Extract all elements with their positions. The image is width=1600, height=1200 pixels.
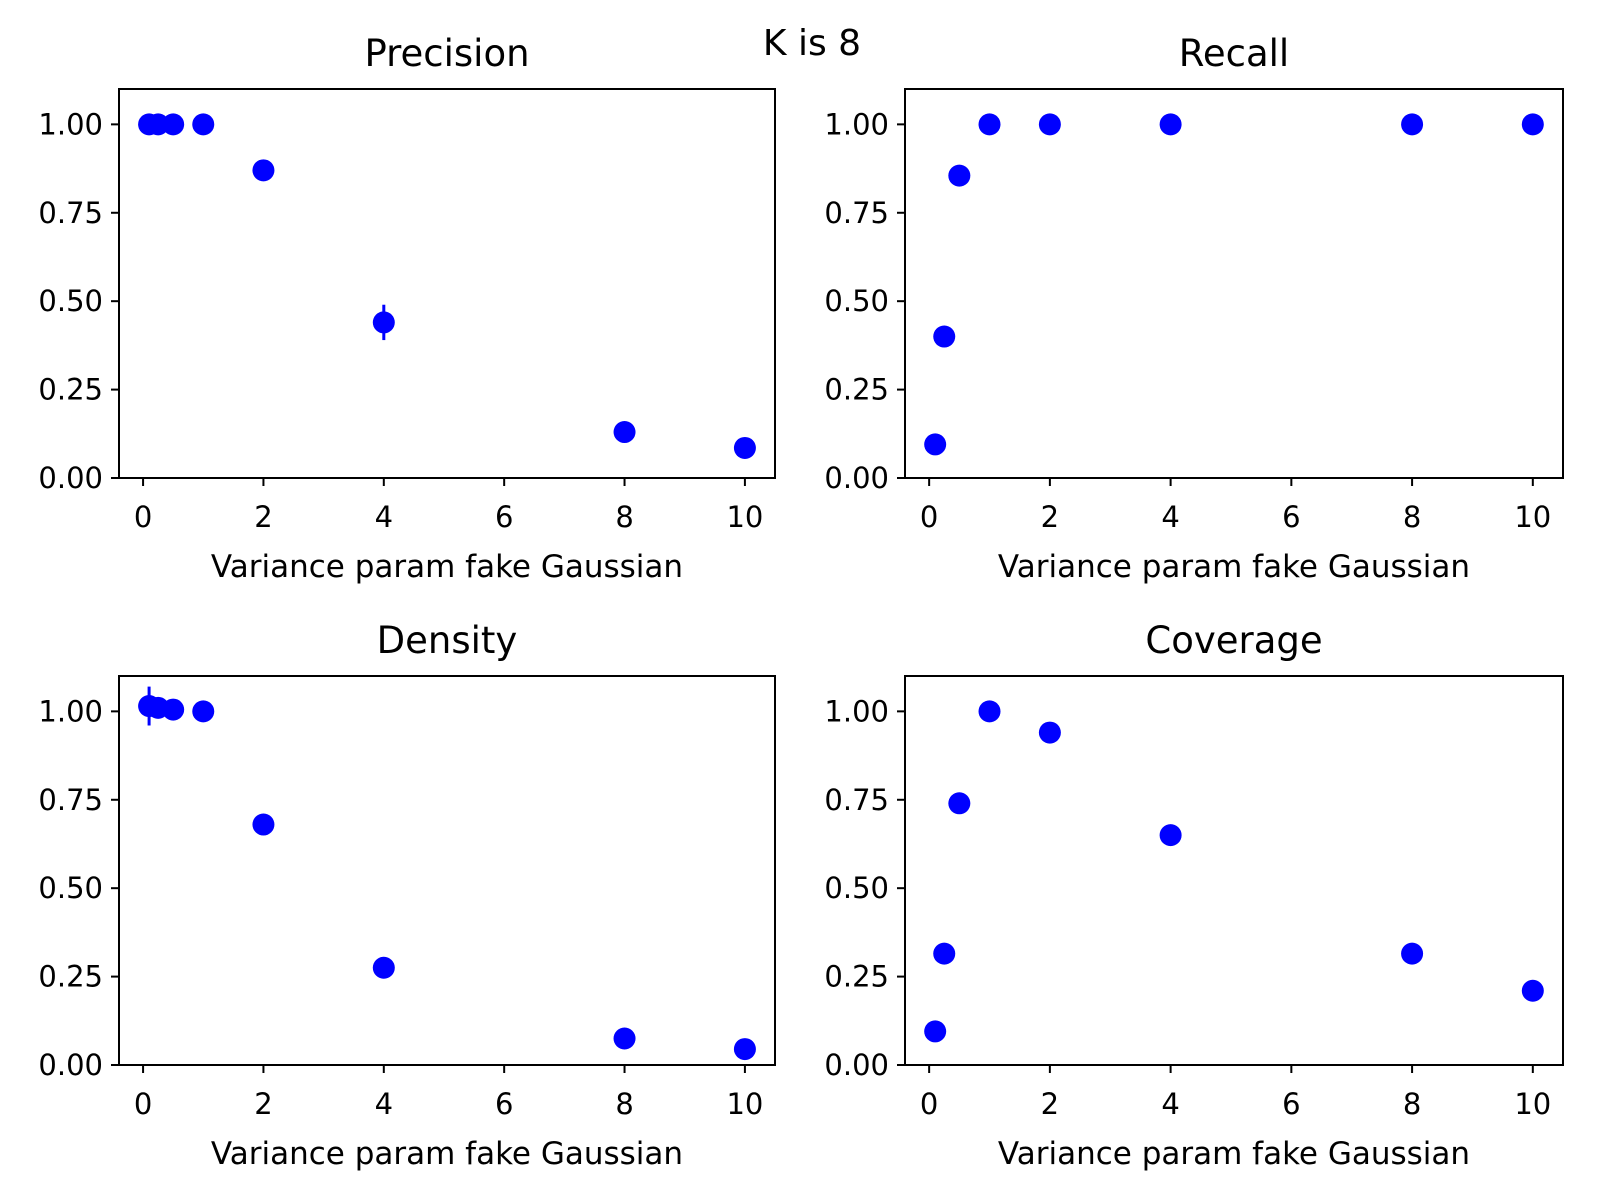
precision-data-point [733,436,756,459]
density-x-tick-label: 8 [615,1087,633,1121]
density-y-tick-label: 0.25 [38,960,103,994]
coverage-x-tick-label: 2 [1041,1087,1059,1121]
coverage-data-point [1401,942,1424,965]
precision-data-point [192,113,215,136]
precision-title: Precision [364,32,529,75]
coverage-data-point [924,1020,947,1043]
density-y-tick-label: 0.75 [38,783,103,817]
density-x-axis-label: Variance param fake Gaussian [211,1136,683,1172]
recall-y-tick-label: 0.75 [824,196,889,230]
recall-data-point [978,113,1001,136]
coverage-data-point [978,700,1001,723]
recall-x-tick-label: 4 [1161,500,1179,534]
coverage-x-tick-label: 6 [1282,1087,1300,1121]
recall-y-tick-label: 0.00 [824,461,889,495]
precision-data-point [252,159,275,182]
precision-x-tick-label: 10 [726,500,763,534]
recall-y-tick-label: 0.50 [824,284,889,318]
recall-data-point [1159,113,1182,136]
precision-y-tick-label: 0.50 [38,284,103,318]
recall-title: Recall [1179,32,1289,75]
coverage-panel: Coverage Variance param fake Gaussian 0 2… [824,619,1564,1172]
recall-x-tick-label: 6 [1282,500,1300,534]
density-x-tick-label: 2 [254,1087,272,1121]
coverage-axes-frame [904,675,1564,1066]
coverage-x-tick-label: 8 [1403,1087,1421,1121]
density-x-tick-label: 6 [495,1087,513,1121]
precision-data-point [162,113,185,136]
precision-y-tick-label: 0.75 [38,196,103,230]
coverage-data-point [933,942,956,965]
recall-data-point [1401,113,1424,136]
coverage-y-tick-label: 0.50 [824,871,889,905]
density-data-point [372,956,395,979]
recall-data-point [924,433,947,456]
recall-data-point [948,164,971,187]
coverage-x-axis-label: Variance param fake Gaussian [998,1136,1470,1172]
coverage-title: Coverage [1145,619,1322,662]
precision-axes-frame [118,88,776,479]
density-y-tick-label: 0.00 [38,1048,103,1082]
recall-data-point [933,325,956,348]
precision-y-tick-label: 0.25 [38,373,103,407]
recall-axes-frame [904,88,1564,479]
recall-data-point [1521,113,1544,136]
precision-x-tick-label: 4 [375,500,393,534]
recall-x-tick-label: 10 [1514,500,1551,534]
precision-data-point [147,113,170,136]
density-axes-frame [118,675,776,1066]
recall-x-tick-label: 2 [1041,500,1059,534]
recall-panel: Recall Variance param fake Gaussian 0 2 4 6… [824,32,1564,585]
density-y-tick-label: 0.50 [38,871,103,905]
coverage-y-tick-label: 0.00 [824,1048,889,1082]
coverage-y-tick-label: 0.75 [824,783,889,817]
density-x-tick-label: 0 [134,1087,152,1121]
precision-data-point [372,311,395,334]
coverage-data-point [1159,824,1182,847]
recall-data-point [1038,113,1061,136]
density-data-point [733,1038,756,1061]
recall-x-axis-label: Variance param fake Gaussian [998,549,1470,585]
precision-x-tick-label: 8 [615,500,633,534]
recall-y-tick-label: 1.00 [824,107,889,141]
coverage-data-point [948,792,971,815]
precision-panel: Precision Variance param fake Gaussian 0… [38,32,776,585]
density-x-tick-label: 4 [375,1087,393,1121]
precision-x-tick-label: 0 [134,500,152,534]
density-data-point [252,813,275,836]
coverage-data-point [1521,979,1544,1002]
density-data-point [162,698,185,721]
precision-x-tick-label: 6 [495,500,513,534]
density-data-point [613,1027,636,1050]
precision-data-point [613,421,636,444]
coverage-y-tick-label: 1.00 [824,694,889,728]
recall-x-tick-label: 8 [1403,500,1421,534]
precision-x-axis-label: Variance param fake Gaussian [211,549,683,585]
precision-x-tick-label: 2 [254,500,272,534]
coverage-data-point [1038,721,1061,744]
recall-y-tick-label: 0.25 [824,373,889,407]
figure-title: K is 8 [763,23,861,64]
recall-x-tick-label: 0 [920,500,938,534]
coverage-y-tick-label: 0.25 [824,960,889,994]
precision-y-tick-label: 0.00 [38,461,103,495]
coverage-x-tick-label: 10 [1514,1087,1551,1121]
coverage-x-tick-label: 4 [1161,1087,1179,1121]
precision-y-tick-label: 1.00 [38,107,103,141]
density-data-point [192,700,215,723]
density-title: Density [377,619,518,662]
coverage-x-tick-label: 0 [920,1087,938,1121]
density-panel: Density Variance param fake Gaussian 0 2 4… [38,619,776,1172]
density-y-tick-label: 1.00 [38,694,103,728]
density-x-tick-label: 10 [726,1087,763,1121]
